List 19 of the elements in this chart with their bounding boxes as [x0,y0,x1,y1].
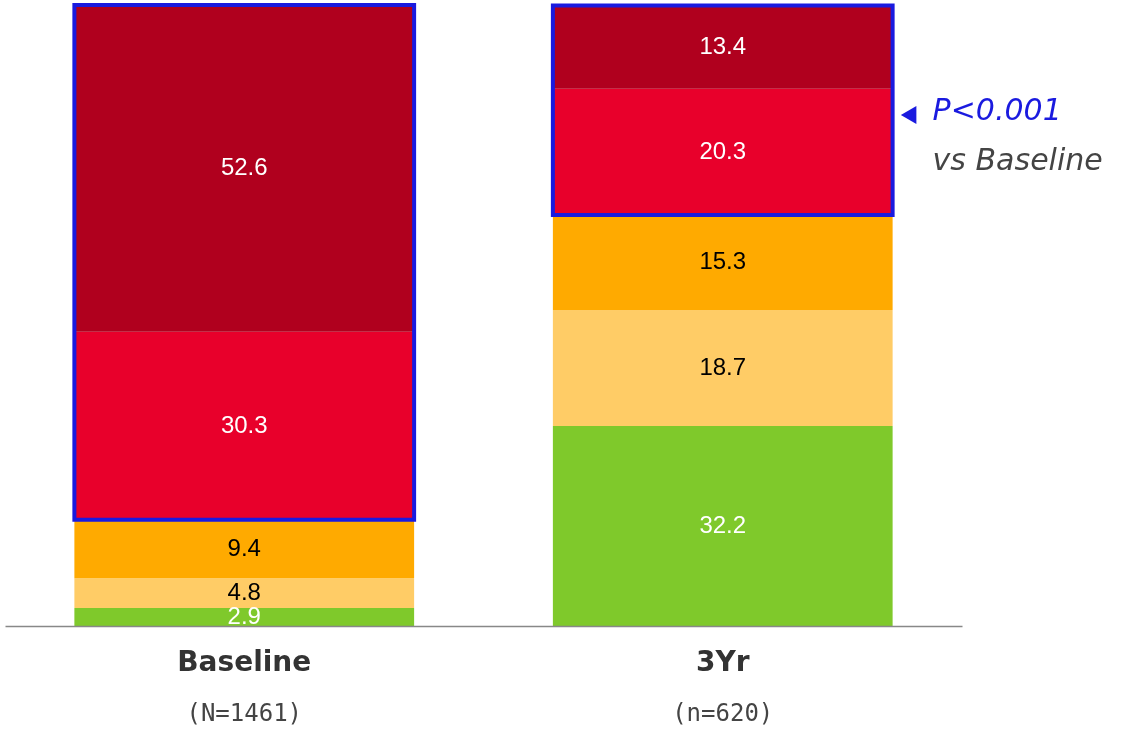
data-label: 9.4 [227,534,261,561]
text: (n=620) [672,699,774,727]
annotation: vs Baseline [932,142,1103,177]
data-label: 15.3 [699,247,747,275]
data-label: 18.7 [699,352,747,380]
data-label: 13.4 [699,32,747,60]
data-label: 52.6 [220,153,268,181]
bar [74,607,415,626]
data-label: 32.2 [699,511,747,539]
x-tick-label: Baseline [177,644,312,678]
bar [552,309,893,427]
bar [74,519,415,579]
text: (N=1461) [186,699,303,727]
annotation: P<0.001 [932,92,1062,127]
x-tick-label: 3Yr [695,644,750,678]
data-label: 20.3 [699,136,747,164]
bar [552,426,893,626]
bar [74,578,415,608]
data-label: 30.3 [220,410,268,438]
